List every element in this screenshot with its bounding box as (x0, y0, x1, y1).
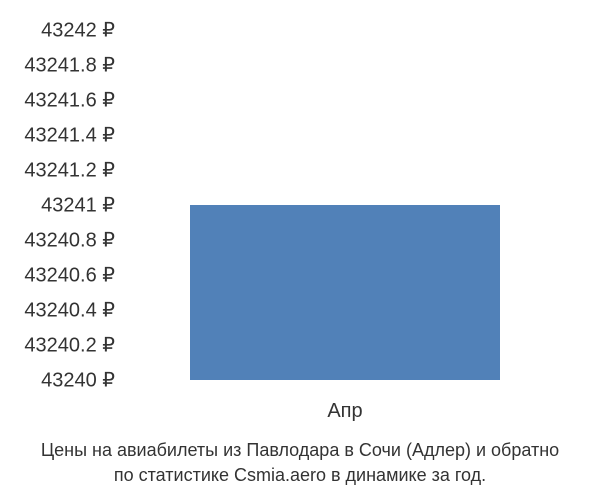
y-tick-label: 43241.8 ₽ (0, 53, 115, 78)
caption-line-2: по статистике Csmia.aero в динамике за г… (0, 465, 600, 486)
chart-container: 43242 ₽ 43241.8 ₽ 43241.6 ₽ 43241.4 ₽ 43… (0, 0, 600, 500)
plot-area (130, 30, 560, 380)
caption-line-1: Цены на авиабилеты из Павлодара в Сочи (… (0, 440, 600, 461)
y-tick-label: 43240 ₽ (0, 368, 115, 393)
y-tick-label: 43240.2 ₽ (0, 333, 115, 358)
y-tick-label: 43241.4 ₽ (0, 123, 115, 148)
y-tick-label: 43241 ₽ (0, 193, 115, 218)
bar-apr (190, 205, 500, 380)
y-tick-label: 43240.8 ₽ (0, 228, 115, 253)
y-tick-label: 43242 ₽ (0, 18, 115, 43)
y-tick-label: 43240.6 ₽ (0, 263, 115, 288)
x-tick-label: Апр (130, 400, 560, 423)
y-tick-label: 43241.2 ₽ (0, 158, 115, 183)
y-tick-label: 43241.6 ₽ (0, 88, 115, 113)
y-tick-label: 43240.4 ₽ (0, 298, 115, 323)
